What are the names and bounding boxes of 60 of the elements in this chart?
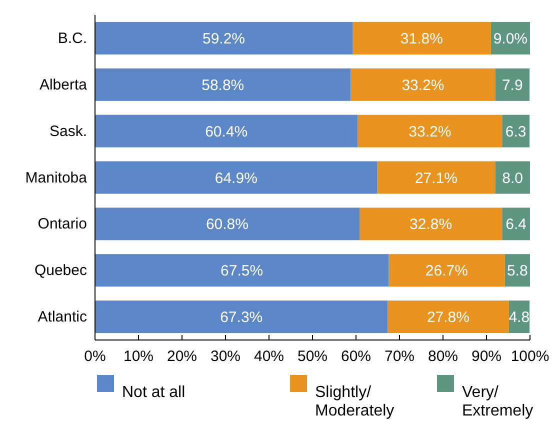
bar bbox=[95, 22, 353, 54]
legend-label: Not at all bbox=[122, 384, 186, 401]
y-tick-label: Quebec bbox=[34, 262, 88, 280]
bar bbox=[95, 161, 378, 194]
x-tick-label: 40% bbox=[254, 348, 284, 365]
bar bbox=[495, 68, 530, 101]
data-label: 27.1% bbox=[414, 170, 458, 187]
data-label: 67.3% bbox=[220, 309, 263, 326]
y-tick-label: Manitoba bbox=[25, 169, 88, 186]
legend-label: Very/ Extremely bbox=[462, 384, 534, 420]
data-label: 31.8% bbox=[400, 30, 443, 48]
data-label: 7.9 bbox=[502, 76, 523, 94]
data-label: 60.8% bbox=[206, 216, 249, 234]
bar bbox=[95, 300, 388, 334]
data-label: 32.8% bbox=[410, 216, 452, 234]
x-tick-label: 90% bbox=[471, 348, 502, 365]
data-label: 8.0 bbox=[502, 170, 524, 187]
x-tick-label: 0% bbox=[84, 348, 106, 365]
y-tick-label: B.C. bbox=[58, 30, 87, 48]
x-tick-label: 50% bbox=[297, 348, 328, 365]
bar bbox=[388, 254, 505, 287]
bar bbox=[95, 254, 389, 287]
data-label: 64.9% bbox=[214, 170, 258, 187]
x-tick-label: 80% bbox=[428, 348, 458, 365]
data-label: 6.4 bbox=[506, 216, 527, 234]
y-tick-label: Sask. bbox=[49, 122, 87, 140]
data-label: 59.2% bbox=[202, 30, 246, 48]
data-label: 33.2% bbox=[402, 76, 444, 94]
bar bbox=[377, 161, 496, 194]
bar bbox=[95, 114, 358, 148]
data-label: 33.2% bbox=[408, 123, 452, 140]
legend-label: Slightly/ Moderately bbox=[315, 384, 394, 420]
data-label: 58.8% bbox=[202, 76, 244, 94]
y-tick-label: Atlantic bbox=[38, 308, 88, 326]
data-label: 4.8 bbox=[508, 309, 530, 326]
data-label: 67.5% bbox=[220, 262, 264, 280]
bar bbox=[358, 114, 502, 148]
data-label: 6.3 bbox=[505, 123, 526, 140]
bar bbox=[95, 208, 360, 240]
data-label: 60.4% bbox=[205, 123, 248, 140]
bar bbox=[495, 161, 530, 194]
x-tick-label: 100% bbox=[510, 348, 550, 365]
x-tick-label: 30% bbox=[210, 348, 241, 365]
bar bbox=[95, 68, 351, 101]
bar bbox=[350, 68, 496, 101]
data-label: 5.8 bbox=[506, 262, 528, 280]
bar bbox=[502, 208, 530, 240]
bar bbox=[352, 22, 491, 54]
x-tick-label: 60% bbox=[340, 348, 372, 365]
data-label: 27.8% bbox=[426, 309, 470, 326]
y-tick-label: Ontario bbox=[38, 216, 87, 233]
x-tick-label: 20% bbox=[166, 348, 198, 365]
data-label: 26.7% bbox=[425, 262, 468, 280]
x-tick-label: 70% bbox=[384, 348, 415, 365]
bar bbox=[359, 208, 502, 240]
bar bbox=[502, 114, 530, 148]
data-label: 9.0% bbox=[493, 30, 528, 48]
x-tick-label: 10% bbox=[123, 348, 154, 365]
y-tick-label: Alberta bbox=[39, 76, 88, 94]
bar bbox=[388, 300, 509, 334]
